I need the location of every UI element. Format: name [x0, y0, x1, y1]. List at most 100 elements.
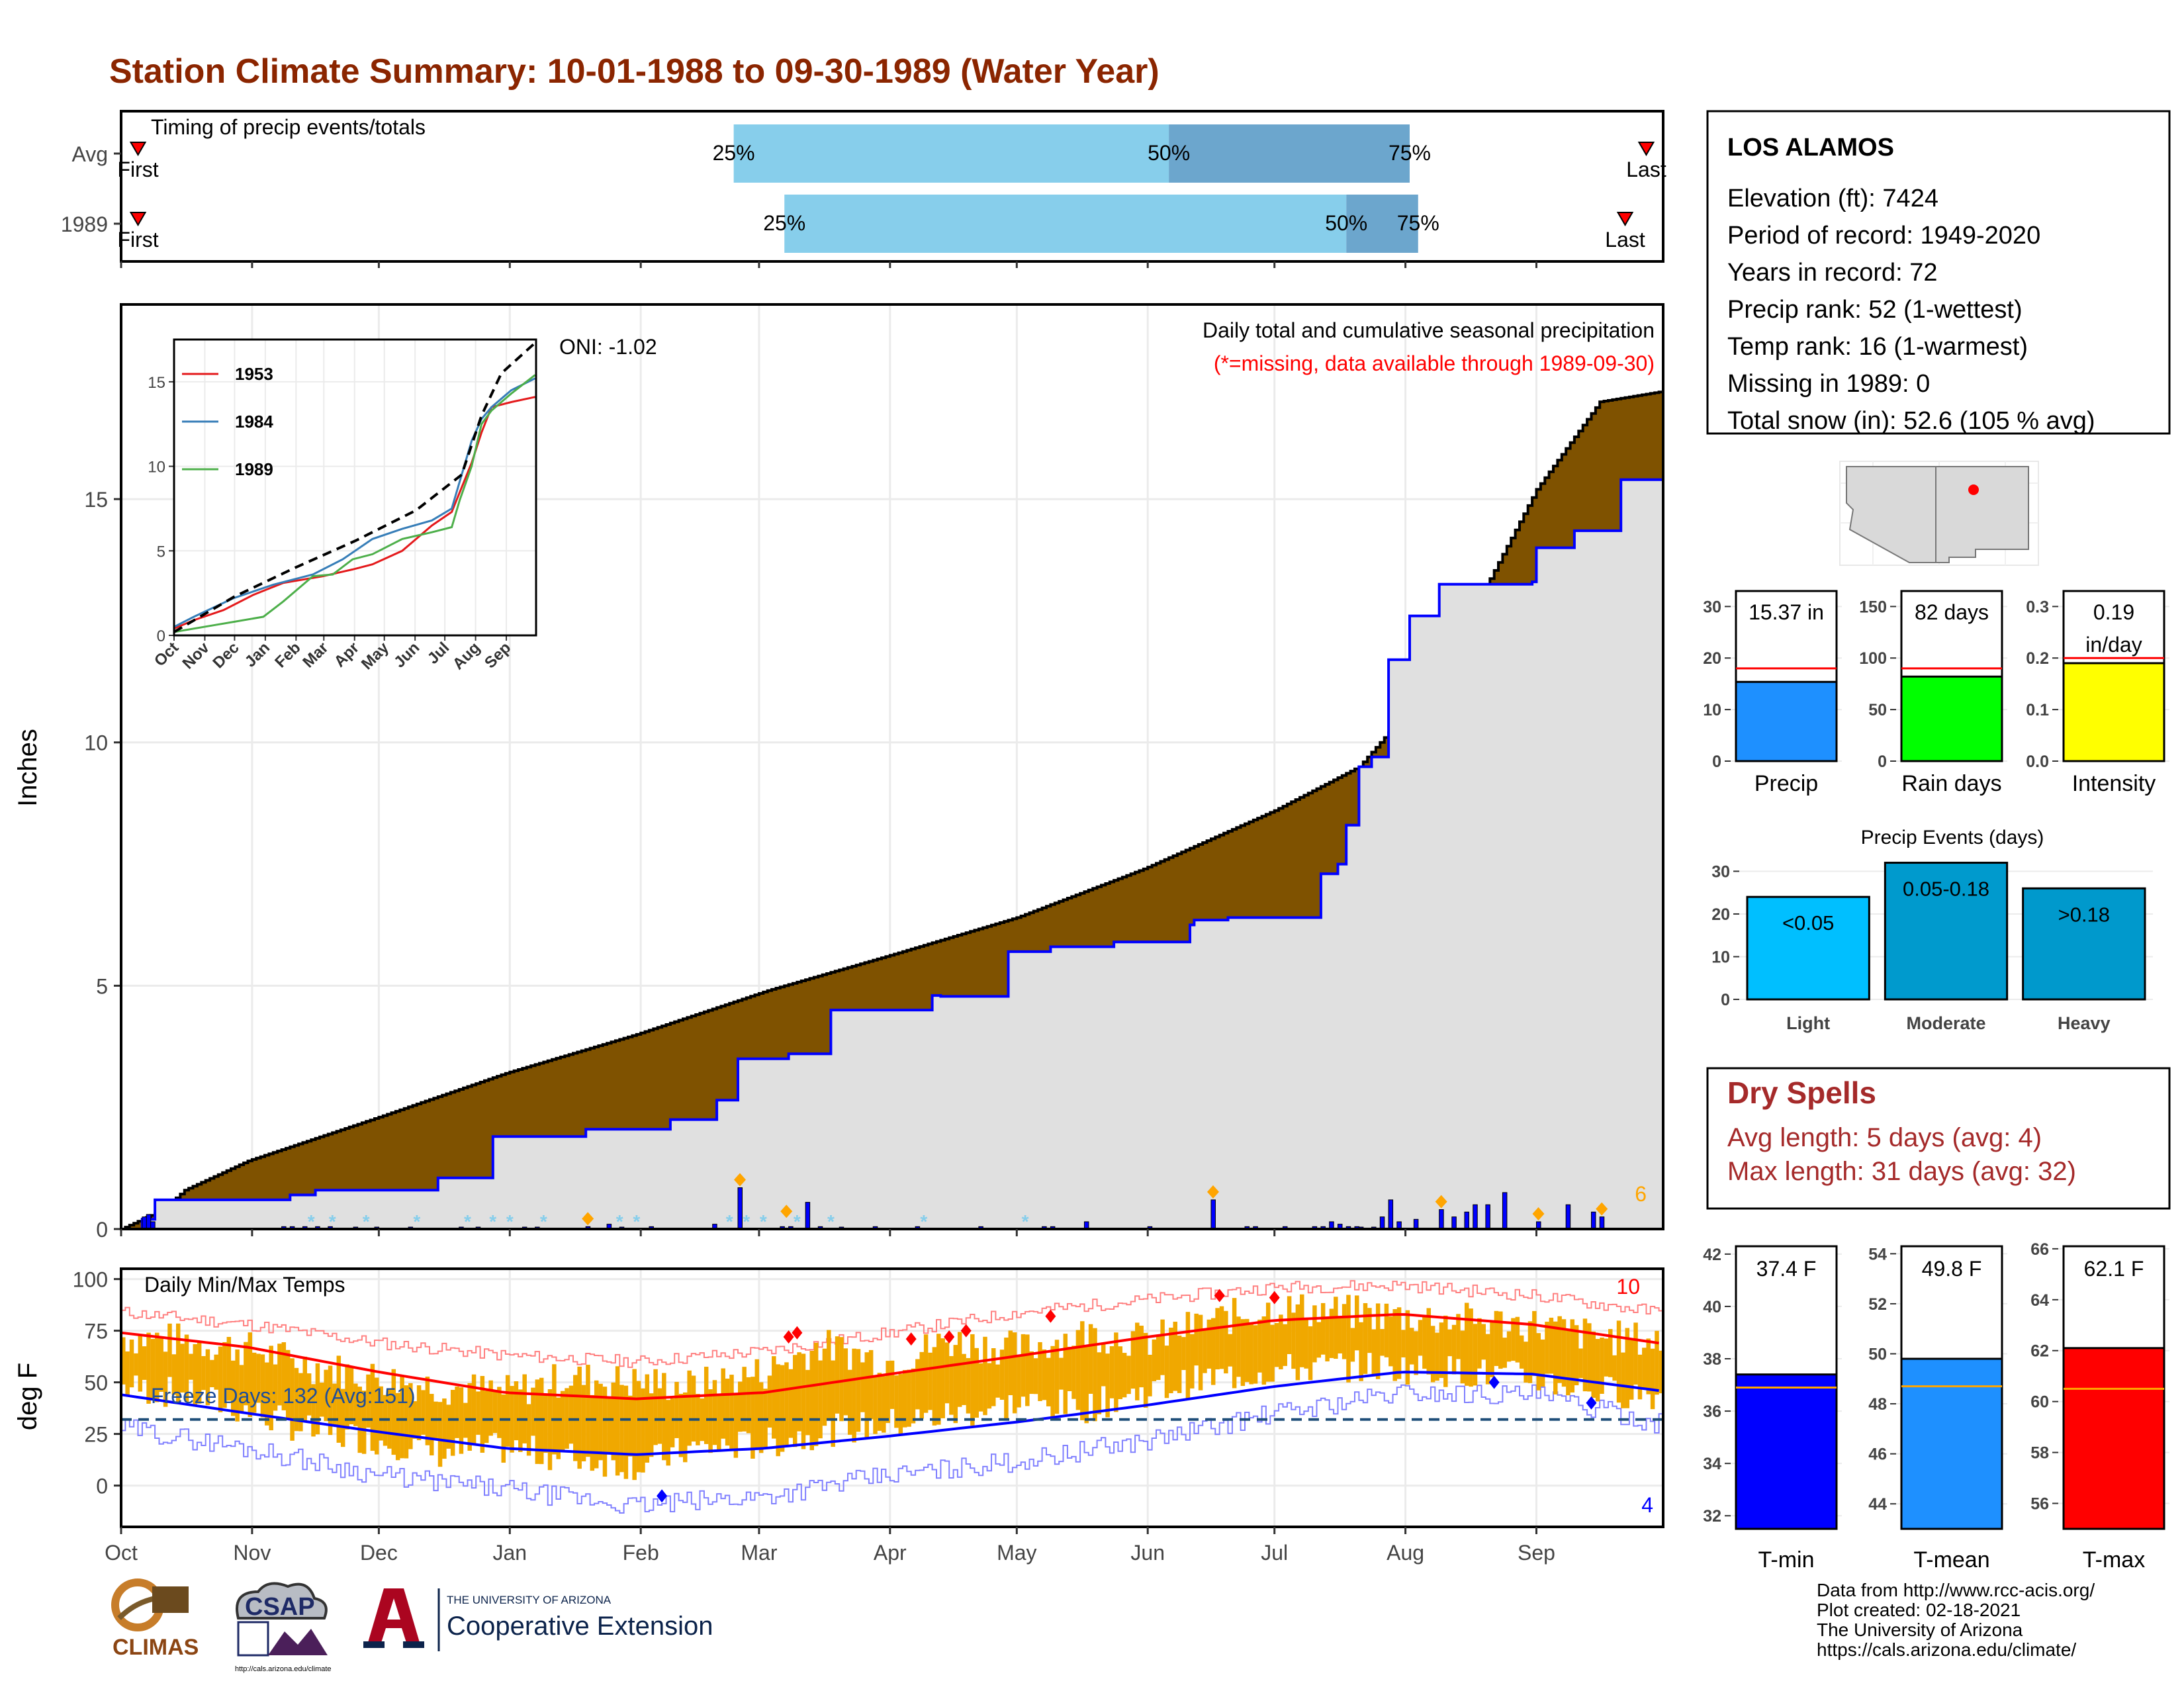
daily-temp-bar — [1054, 1340, 1060, 1414]
daily-temp-bar — [1215, 1308, 1220, 1370]
record-high-marker — [783, 1330, 794, 1344]
daily-temp-bar — [505, 1375, 510, 1447]
daily-temp-bar — [813, 1342, 819, 1446]
timing-last-label: Last — [1605, 228, 1645, 251]
daily-temp-bar — [1279, 1314, 1283, 1369]
daily-temp-bar — [138, 1334, 143, 1392]
daily-temp-bar — [1401, 1330, 1406, 1357]
daily-temp-bar — [653, 1369, 658, 1445]
daily-temp-bar — [1371, 1329, 1377, 1377]
daily-temp-bar — [889, 1360, 895, 1409]
daily-temp-bar — [134, 1353, 138, 1376]
daily-temp-bar — [1363, 1303, 1368, 1374]
daily-temp-bar — [1375, 1303, 1381, 1379]
precip-total-2-ytick-label: 0.1 — [2026, 701, 2049, 719]
precip-total-2-ytick-label: 0.3 — [2026, 598, 2049, 616]
daily-temp-bar — [1342, 1304, 1347, 1359]
daily-temp-bar — [226, 1336, 232, 1401]
temp-ytick-label: 100 — [73, 1268, 108, 1292]
daily-temp-bar — [1621, 1352, 1625, 1408]
daily-temp-bar — [340, 1389, 345, 1447]
daily-temp-bar — [239, 1365, 244, 1412]
dry-spells-avg: Avg length: 5 days (avg: 4) — [1727, 1123, 2042, 1152]
daily-temp-bar — [1384, 1303, 1389, 1357]
daily-temp-bar — [1283, 1324, 1287, 1366]
daily-temp-bar — [586, 1365, 590, 1457]
daily-temp-bar — [758, 1382, 764, 1453]
daily-temp-bar — [1139, 1326, 1144, 1388]
daily-temp-bar — [1578, 1348, 1583, 1379]
daily-temp-bar — [370, 1363, 375, 1451]
daily-temp-bar — [1460, 1330, 1465, 1384]
daily-temp-bar — [641, 1388, 645, 1473]
daily-temp-bar — [818, 1360, 823, 1439]
record-max-line — [121, 1280, 1663, 1368]
svg-text:CSAP: CSAP — [245, 1593, 315, 1621]
timing-first-marker — [129, 142, 147, 156]
daily-temp-bar — [146, 1332, 151, 1404]
daily-temp-bar — [1257, 1319, 1262, 1373]
dry-spells-max: Max length: 31 days (avg: 32) — [1727, 1157, 2076, 1186]
daily-temp-bar — [349, 1367, 354, 1425]
daily-temp-bar — [1021, 1334, 1026, 1397]
daily-temp-bar — [175, 1323, 181, 1404]
daily-temp-bar — [1418, 1320, 1423, 1356]
daily-temp-bar — [1443, 1315, 1448, 1387]
record-high-marker — [960, 1324, 972, 1338]
daily-temp-bar — [1566, 1328, 1570, 1396]
daily-temp-bar — [404, 1385, 409, 1459]
daily-temp-bar — [577, 1366, 582, 1469]
daily-temp-bar — [839, 1337, 844, 1422]
daily-temp-bar — [657, 1388, 662, 1444]
daily-temp-bar — [1405, 1310, 1410, 1385]
daily-temp-bar — [1439, 1322, 1444, 1378]
daily-temp-bar — [459, 1387, 464, 1454]
daily-precip-bar — [1413, 1218, 1419, 1230]
temp-border — [120, 1267, 1664, 1528]
temp-total-1-ytick-label: 54 — [1868, 1245, 1887, 1263]
daily-temp-bar — [1029, 1351, 1034, 1394]
temp-total-1-ytick-label: 48 — [1868, 1395, 1887, 1414]
daily-temp-bar — [784, 1362, 789, 1446]
daily-precip-bar — [1451, 1216, 1457, 1230]
daily-temp-bar — [425, 1376, 430, 1445]
daily-temp-bar — [691, 1375, 696, 1442]
daily-temp-bar — [1557, 1316, 1562, 1383]
daily-temp-bar — [894, 1375, 899, 1428]
daily-temp-bar — [649, 1393, 654, 1457]
daily-temp-bar — [290, 1358, 295, 1441]
daily-precip-bar — [1210, 1199, 1216, 1230]
daily-temp-bar — [856, 1349, 861, 1432]
daily-temp-bar — [1143, 1332, 1148, 1408]
temp-total-1-value-label: 49.8 F — [1922, 1257, 1982, 1281]
daily-precip-bar — [1473, 1204, 1478, 1230]
events-bar — [1746, 895, 1870, 1001]
daily-temp-bar — [742, 1367, 747, 1432]
daily-temp-bar — [1249, 1322, 1253, 1385]
daily-temp-bar — [1245, 1318, 1250, 1383]
daily-temp-bar — [1655, 1330, 1659, 1395]
daily-temp-bar — [792, 1355, 797, 1447]
temp-total-2-ytick-label: 60 — [2030, 1393, 2049, 1412]
precip-total-0-bar — [1735, 680, 1838, 762]
daily-temp-bar — [1160, 1319, 1165, 1375]
climas-logo: CLIMAS — [111, 1578, 199, 1660]
daily-temp-bar — [1261, 1316, 1267, 1385]
daily-temp-bar — [1338, 1316, 1342, 1353]
daily-temp-bar — [1270, 1324, 1275, 1382]
precip-total-2-ytick-label: 0.2 — [2026, 649, 2049, 668]
extreme-count: 6 — [1635, 1182, 1647, 1206]
daily-temp-bar — [1367, 1308, 1372, 1353]
daily-temp-bar — [484, 1391, 489, 1443]
daily-temp-bar — [1300, 1294, 1304, 1367]
daily-temp-bar — [670, 1398, 675, 1447]
daily-temp-bar — [1304, 1319, 1308, 1369]
daily-temp-bar — [1219, 1306, 1224, 1369]
daily-temp-bar — [560, 1391, 565, 1451]
timing-bar-50-75 — [1346, 195, 1418, 253]
daily-temp-bar — [510, 1386, 514, 1453]
daily-temp-bar — [1075, 1330, 1081, 1410]
daily-temp-bar — [357, 1387, 362, 1453]
daily-temp-bar — [1549, 1317, 1554, 1374]
daily-temp-bar — [214, 1354, 218, 1390]
